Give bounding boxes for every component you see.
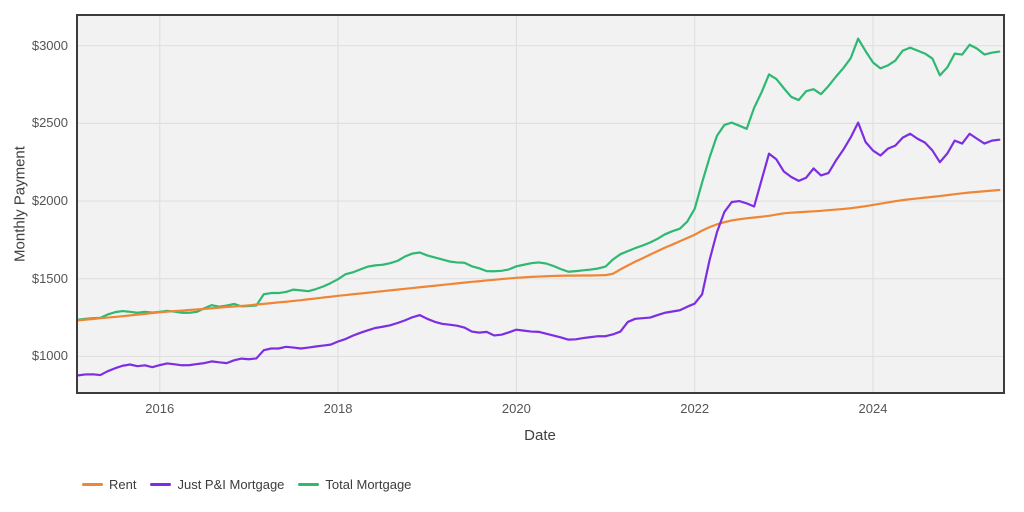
y-tick-label: $1000	[31, 348, 68, 364]
x-tick-label: 2018	[323, 401, 353, 416]
plot-area	[76, 14, 1005, 394]
legend-swatch-rent	[82, 483, 103, 486]
legend-label: Total Mortgage	[325, 477, 412, 492]
series-line-total-mortgage	[78, 37, 1001, 321]
legend-item-rent: Rent	[82, 477, 136, 492]
legend: Rent Just P&I Mortgage Total Mortgage	[82, 477, 411, 492]
x-tick-label: 2022	[680, 401, 710, 416]
x-tick-label: 2020	[501, 401, 531, 416]
x-tick-label: 2024	[858, 401, 888, 416]
x-axis-title: Date	[524, 427, 556, 444]
y-tick-label: $1500	[31, 270, 68, 286]
legend-label: Rent	[109, 477, 137, 492]
y-tick-label: $2000	[31, 193, 68, 209]
y-tick-label: $2500	[31, 115, 68, 131]
legend-item-total-mortgage: Total Mortgage	[298, 477, 411, 492]
legend-item-just-p-i-mortgage: Just P&I Mortgage	[150, 477, 284, 492]
legend-label: Just P&I Mortgage	[177, 477, 285, 492]
series-line-rent	[78, 188, 1001, 322]
series-line-just-p-i-mortgage	[78, 121, 1001, 377]
legend-swatch-just-p-i-mortgage	[150, 483, 172, 486]
y-tick-label: $3000	[31, 37, 68, 53]
x-tick-label: 2016	[145, 401, 175, 416]
legend-swatch-total-mortgage	[298, 483, 320, 486]
plot-canvas	[78, 16, 1003, 392]
